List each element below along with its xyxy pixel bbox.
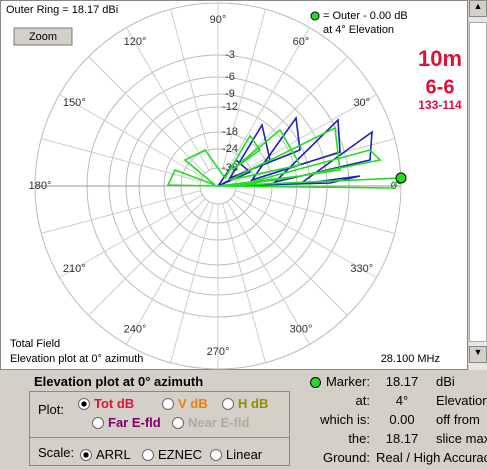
divider bbox=[29, 437, 290, 438]
zoom-label[interactable]: Zoom bbox=[29, 31, 57, 43]
plot-option[interactable]: Near E-fld bbox=[188, 415, 250, 430]
angle-label: 120° bbox=[124, 36, 147, 48]
legend-text: = Outer - 0.00 dB bbox=[323, 10, 408, 22]
scale-option[interactable]: ARRL bbox=[96, 447, 131, 462]
plot-label: Plot: bbox=[38, 402, 65, 417]
info-value: 4° bbox=[395, 393, 409, 408]
radio[interactable] bbox=[78, 398, 90, 410]
scrollbar[interactable]: ▲ ▼ bbox=[469, 0, 487, 370]
spoke bbox=[41, 190, 201, 234]
spoke bbox=[222, 203, 266, 363]
radio[interactable] bbox=[80, 449, 92, 461]
angle-label: 300° bbox=[290, 324, 313, 336]
ring-label: -12 bbox=[222, 101, 238, 113]
ring-label: -6 bbox=[225, 71, 235, 83]
angle-label: 270° bbox=[207, 346, 230, 358]
angle-label: 330° bbox=[350, 263, 373, 275]
info-value: 0.00 bbox=[389, 412, 415, 427]
ground: Real / High Accuracy bbox=[376, 450, 487, 465]
spoke bbox=[59, 94, 203, 178]
radio[interactable] bbox=[172, 417, 184, 429]
plot-option[interactable]: Far E-fld bbox=[108, 415, 161, 430]
info-label: Marker: bbox=[325, 374, 370, 389]
radio[interactable] bbox=[162, 398, 174, 410]
spoke bbox=[226, 27, 310, 171]
scroll-up[interactable]: ▲ bbox=[469, 0, 487, 17]
ring-label: -3 bbox=[225, 49, 235, 61]
radio[interactable] bbox=[142, 449, 154, 461]
spoke bbox=[235, 190, 395, 234]
angle-label: 30° bbox=[353, 97, 370, 109]
angle-label: 0° bbox=[391, 180, 402, 192]
spoke bbox=[233, 94, 377, 178]
scroll-thumb[interactable] bbox=[469, 22, 487, 342]
spoke bbox=[230, 198, 348, 316]
ring-label: -18 bbox=[222, 126, 238, 138]
angle-label: 90° bbox=[210, 14, 227, 26]
spoke bbox=[88, 56, 206, 174]
info-unit: dBi bbox=[436, 374, 455, 389]
options-box bbox=[29, 391, 290, 466]
plot-option[interactable]: Tot dB bbox=[94, 396, 135, 411]
frequency: 28.100 MHz bbox=[381, 353, 440, 365]
spoke bbox=[126, 27, 210, 171]
info-unit: off from bbox=[436, 412, 480, 427]
angle-label: 60° bbox=[293, 36, 310, 48]
ground-label: Ground: bbox=[323, 450, 370, 465]
outer-ring: Outer Ring = 18.17 dBi bbox=[6, 4, 118, 16]
plot-option[interactable]: V dB bbox=[178, 396, 208, 411]
polar-plot: 0° 30° 60° 90° 120° 150° 180° 210° 240° 270° 300° 3… bbox=[6, 2, 462, 370]
marker-dot bbox=[395, 172, 407, 184]
angle-label: 150° bbox=[63, 97, 86, 109]
scroll-down[interactable]: ▼ bbox=[469, 346, 487, 363]
info-label: which is: bbox=[320, 412, 370, 427]
info-unit: slice max bbox=[436, 431, 487, 446]
radio[interactable] bbox=[210, 449, 222, 461]
angle-label: 180° bbox=[29, 180, 52, 192]
scale-option[interactable]: Linear bbox=[226, 447, 263, 462]
legend-text: at 4° Elevation bbox=[323, 24, 394, 36]
plot-desc: Elevation plot at 0° azimuth bbox=[10, 353, 143, 365]
radio[interactable] bbox=[222, 398, 234, 410]
field: Total Field bbox=[10, 338, 60, 350]
info-value: 18.17 bbox=[385, 374, 419, 389]
antenna: 6-6 bbox=[426, 76, 455, 98]
spoke bbox=[222, 9, 266, 169]
spoke bbox=[170, 9, 214, 169]
heights: 133-114 bbox=[418, 98, 462, 112]
info-value: 18.17 bbox=[385, 431, 419, 446]
spoke bbox=[170, 203, 214, 363]
info-label: at: bbox=[355, 393, 370, 408]
ring-label: -9 bbox=[225, 88, 235, 100]
plot-option[interactable]: H dB bbox=[238, 396, 269, 411]
info-unit: Elevation bbox=[436, 393, 487, 408]
panel-title: Elevation plot at 0° azimuth bbox=[34, 374, 204, 389]
scale-option[interactable]: EZNEC bbox=[158, 447, 203, 462]
spoke bbox=[88, 198, 206, 316]
angle-label: 240° bbox=[124, 324, 147, 336]
legend-dot bbox=[310, 11, 320, 21]
spoke bbox=[41, 138, 201, 182]
spoke bbox=[126, 201, 210, 345]
trace-green bbox=[166, 126, 402, 189]
spoke bbox=[59, 194, 203, 278]
spoke bbox=[233, 194, 377, 278]
radio[interactable] bbox=[92, 417, 104, 429]
spoke bbox=[226, 201, 310, 345]
scale-label: Scale: bbox=[38, 445, 75, 460]
info-label: the: bbox=[348, 431, 370, 446]
band: 10m bbox=[418, 46, 462, 71]
zoom-button[interactable] bbox=[13, 27, 73, 46]
angle-label: 210° bbox=[63, 263, 86, 275]
marker-dot bbox=[310, 377, 321, 388]
ring-label: -24 bbox=[222, 143, 238, 155]
